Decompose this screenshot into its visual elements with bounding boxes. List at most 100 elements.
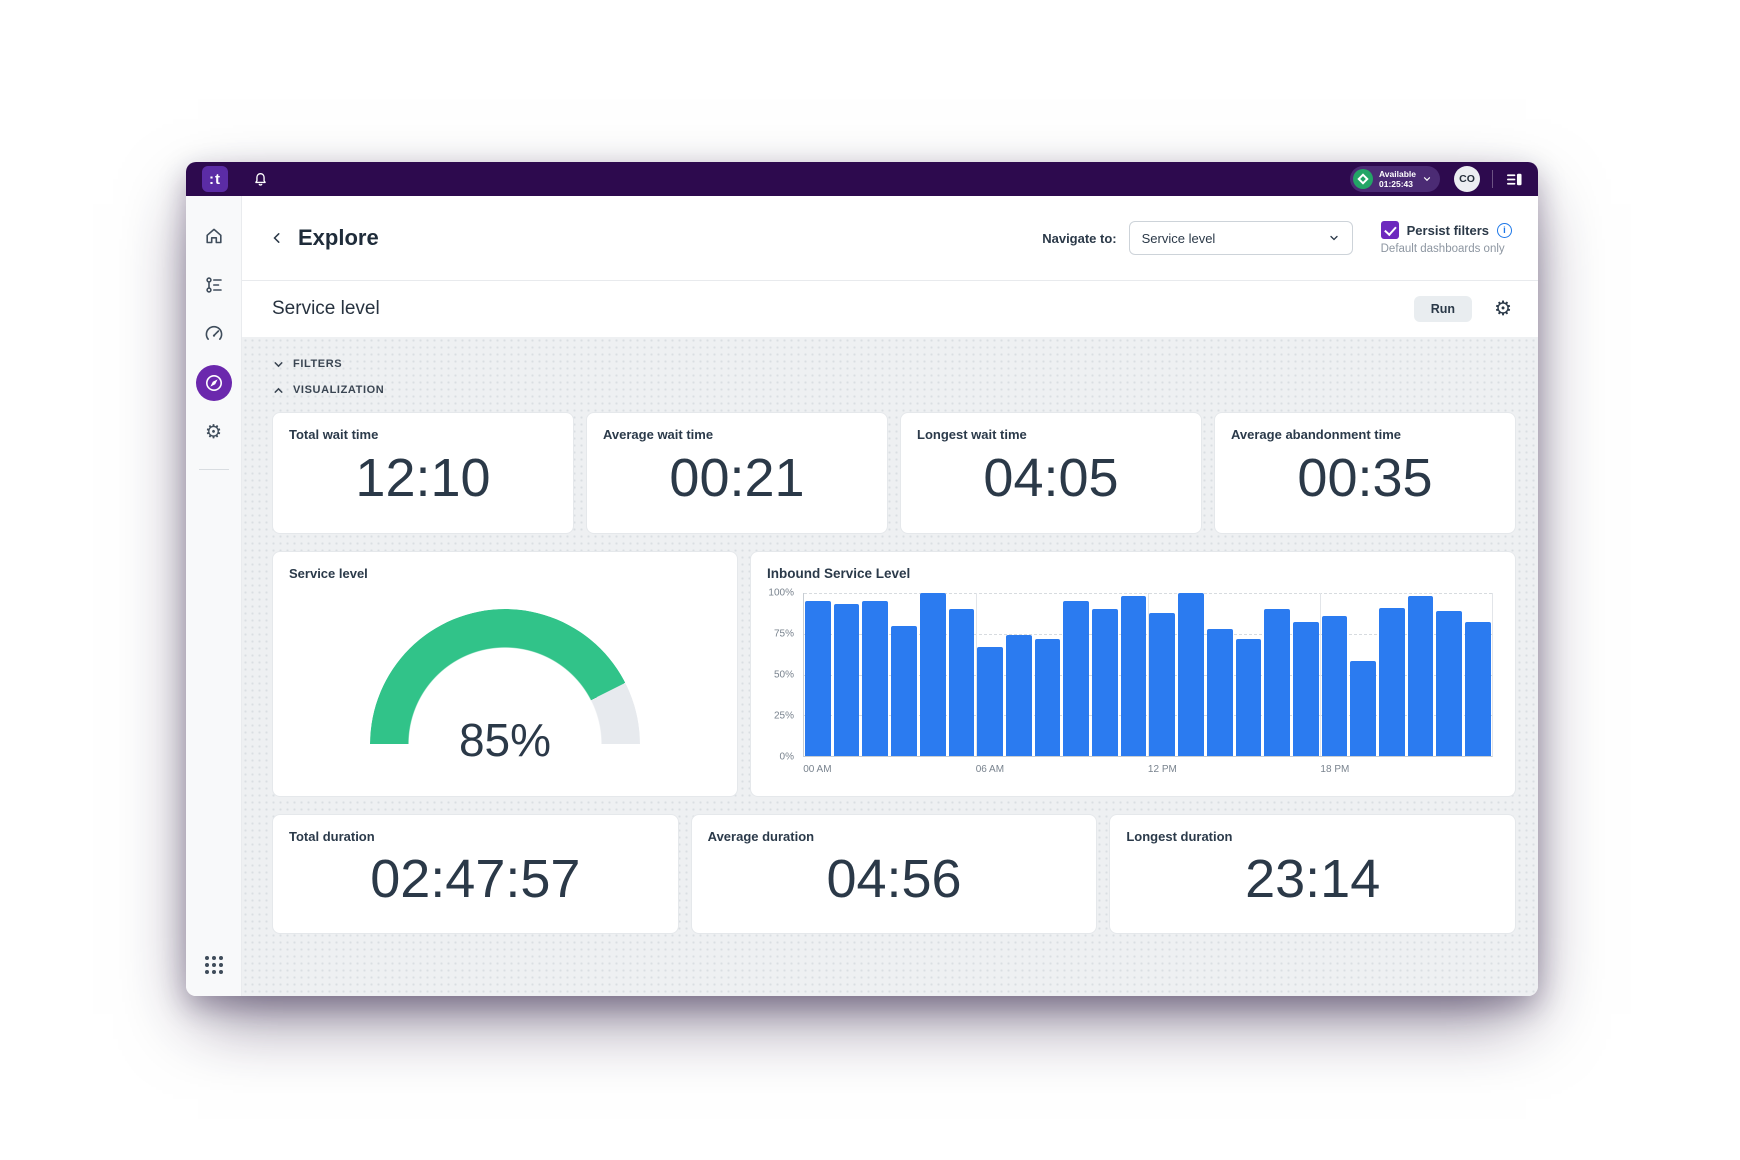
bar-hour-20[interactable] <box>1379 607 1405 756</box>
bar-hour-5[interactable] <box>948 609 975 756</box>
metrics-row-top: Total wait time 12:10 Average wait time … <box>272 412 1516 534</box>
app-window: :t Available 01:25:43 CO <box>186 162 1538 996</box>
status-label: Available <box>1378 168 1416 179</box>
inbound-service-level-chart-card: Inbound Service Level 100% 75% 50% 25% 0% 00… <box>750 551 1516 797</box>
bar-hour-6[interactable] <box>977 646 1003 756</box>
sidebar-item-queues[interactable] <box>196 267 232 303</box>
metric-value: 04:05 <box>983 447 1119 508</box>
bar-hour-13[interactable] <box>1178 593 1204 756</box>
compass-explore-icon <box>205 375 222 391</box>
bar-hour-15[interactable] <box>1235 638 1262 756</box>
report-toolbar: Service level Run ⚙ <box>242 280 1538 337</box>
bar-hour-19[interactable] <box>1350 661 1377 756</box>
gear-icon: ⚙ <box>204 420 223 443</box>
y-tick-label: 25% <box>773 710 794 722</box>
status-timer: 01:25:43 <box>1378 179 1414 189</box>
run-button[interactable]: Run <box>1413 296 1473 322</box>
bar-hour-22[interactable] <box>1436 610 1463 756</box>
home-icon <box>205 228 222 244</box>
metric-label: Longest wait time <box>917 427 1027 442</box>
bar-hour-23[interactable] <box>1465 622 1491 756</box>
gauge: 85% <box>370 609 640 766</box>
sidebar: ⚙ <box>186 196 242 996</box>
chart-title: Inbound Service Level <box>767 566 911 581</box>
metric-value: 04:56 <box>826 848 962 909</box>
bar-hour-11[interactable] <box>1120 596 1147 756</box>
gridline <box>976 593 977 756</box>
status-available-icon <box>1352 169 1373 189</box>
metric-label: Average duration <box>707 829 815 844</box>
chevron-down-icon <box>274 361 283 367</box>
bar-hour-17[interactable] <box>1292 622 1319 756</box>
bar-hour-10[interactable] <box>1092 609 1118 756</box>
metric-value: 12:10 <box>355 447 491 508</box>
chevron-left-icon <box>273 233 280 243</box>
navigate-to-select[interactable]: Service level <box>1128 221 1353 255</box>
bar-hour-0[interactable] <box>805 601 831 756</box>
gauge-icon <box>205 325 222 340</box>
gauge-title: Service level <box>289 566 368 581</box>
metric-card-longest-duration: Longest duration 23:14 <box>1109 814 1517 934</box>
bar-hour-18[interactable] <box>1321 615 1348 756</box>
metric-card-total-wait-time: Total wait time 12:10 <box>272 412 574 534</box>
navigate-to-label: Navigate to: <box>1042 230 1117 246</box>
bar-hour-4[interactable] <box>919 593 946 756</box>
app-logo[interactable]: :t <box>202 166 228 192</box>
metric-card-total-duration: Total duration 02:47:57 <box>272 814 679 934</box>
bar-hour-7[interactable] <box>1005 635 1032 756</box>
navigate-to-value: Service level <box>1141 230 1216 246</box>
service-level-gauge-card: Service level 85% <box>272 551 738 797</box>
metric-card-average-wait-time: Average wait time 00:21 <box>586 412 888 534</box>
filters-section-toggle[interactable]: FILTERS <box>272 351 1516 377</box>
gauge-value: 85% <box>458 714 552 766</box>
bar-hour-16[interactable] <box>1264 609 1290 756</box>
bar-hour-2[interactable] <box>862 601 889 756</box>
sidebar-item-explore[interactable] <box>195 365 232 401</box>
avatar[interactable]: CO <box>1454 166 1480 192</box>
metric-value: 23:14 <box>1245 848 1381 909</box>
explore-header: Explore Navigate to: Service level <box>242 196 1538 280</box>
x-tick-label: 00 AM <box>803 764 832 775</box>
visualization-section-label: VISUALIZATION <box>293 384 385 396</box>
bar-hour-1[interactable] <box>833 604 860 756</box>
bar-hour-14[interactable] <box>1206 628 1233 756</box>
agent-status-selector[interactable]: Available 01:25:43 <box>1349 166 1440 192</box>
x-tick-label: 18 PM <box>1320 764 1350 775</box>
metric-value: 02:47:57 <box>370 848 581 909</box>
y-tick-label: 75% <box>773 628 794 640</box>
chevron-up-icon <box>274 387 283 393</box>
bar-hour-8[interactable] <box>1034 638 1061 756</box>
apps-grid-icon[interactable] <box>204 956 223 974</box>
bar-hour-21[interactable] <box>1407 596 1434 756</box>
sidebar-item-dashboards[interactable] <box>196 316 232 352</box>
metric-label: Longest duration <box>1126 829 1233 844</box>
visualization-section-toggle[interactable]: VISUALIZATION <box>272 377 1516 403</box>
bar-hour-9[interactable] <box>1063 601 1090 756</box>
chart-x-axis: 00 AM 06 AM 12 PM 18 PM <box>803 757 1493 779</box>
chart-plot-area <box>803 593 1493 757</box>
persist-filters-note: Default dashboards only <box>1380 243 1505 255</box>
persist-filters-checkbox[interactable] <box>1380 221 1399 239</box>
notifications-bell-icon[interactable] <box>252 171 269 188</box>
gear-icon[interactable]: ⚙ <box>1494 298 1512 320</box>
avatar-initials: CO <box>1459 173 1475 185</box>
chevron-down-icon <box>1423 177 1431 182</box>
metrics-row-bottom: Total duration 02:47:57 Average duration… <box>272 814 1517 934</box>
back-button[interactable] <box>270 231 284 245</box>
sidebar-divider <box>198 469 229 470</box>
info-icon[interactable]: i <box>1497 222 1512 238</box>
bar-hour-3[interactable] <box>891 625 917 756</box>
app-logo-text: :t <box>209 170 221 188</box>
report-title: Service level <box>272 298 380 319</box>
metric-card-longest-wait-time: Longest wait time 04:05 <box>900 412 1202 534</box>
bar-hour-12[interactable] <box>1149 612 1176 756</box>
y-tick-label: 0% <box>779 751 794 763</box>
persist-filters-label: Persist filters <box>1406 222 1489 238</box>
app-topbar: :t Available 01:25:43 CO <box>186 162 1538 196</box>
panel-toggle-icon[interactable] <box>1505 170 1524 189</box>
metric-card-average-duration: Average duration 04:56 <box>690 814 1098 934</box>
sidebar-item-settings[interactable]: ⚙ <box>196 414 232 450</box>
sidebar-item-home[interactable] <box>196 218 232 254</box>
x-tick-label: 12 PM <box>1147 764 1177 775</box>
filters-section-label: FILTERS <box>293 358 343 370</box>
